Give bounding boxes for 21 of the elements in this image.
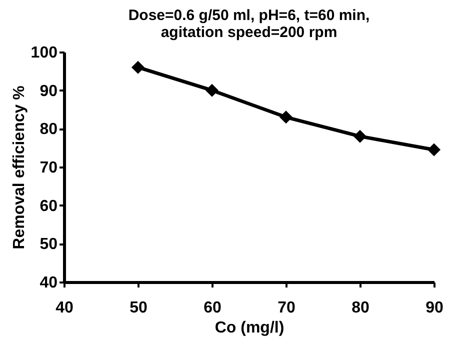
point	[131, 60, 145, 74]
y-tick-label: 60	[40, 198, 58, 215]
x-tick-label: 50	[130, 300, 148, 316]
y-axis-title: Removal efficiency %	[10, 86, 28, 250]
x-tick-label: 80	[352, 300, 370, 316]
x-axis-title: Co (mg/l)	[214, 320, 284, 336]
x-tick-label: 70	[278, 300, 296, 316]
y-tick-label: 100	[30, 44, 58, 62]
y-tick-label: 90	[40, 82, 58, 100]
point	[353, 130, 367, 143]
y-tick-label: 70	[40, 160, 58, 176]
point	[279, 110, 293, 124]
x-tick-label: 60	[204, 300, 222, 316]
x-tick-label: 40	[56, 300, 74, 316]
chart-title: Dose=0.6 g/50 ml, pH=6, t=60 min, agitation speed=200 rpm	[128, 7, 370, 41]
x-tick-label: 90	[426, 300, 444, 316]
y-tick-label: 40	[40, 274, 58, 292]
point	[427, 143, 441, 156]
y-tick-label: 50	[40, 236, 58, 254]
y-tick-label: 80	[40, 121, 58, 138]
point	[205, 84, 219, 97]
